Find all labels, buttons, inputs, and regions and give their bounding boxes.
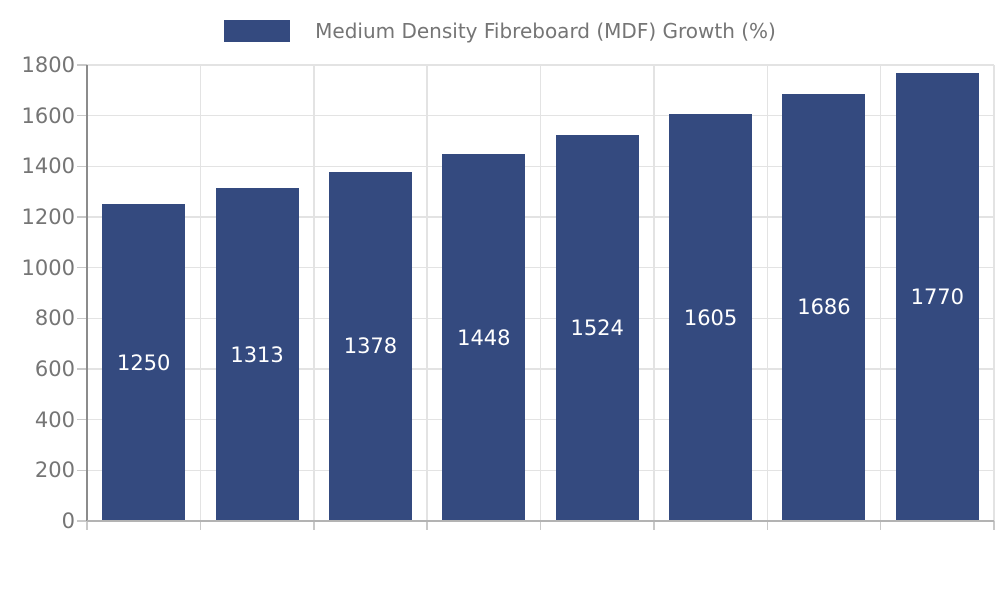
x-tick — [86, 521, 88, 530]
y-tick-label: 400 — [34, 407, 75, 432]
x-tick — [426, 521, 428, 530]
bar-value-label: 1378 — [343, 334, 398, 359]
y-tick — [77, 165, 87, 168]
bar — [555, 134, 639, 521]
gridline-vertical — [766, 65, 768, 521]
x-tick — [199, 521, 202, 530]
bar — [669, 114, 753, 521]
y-tick — [77, 216, 87, 218]
x-tick — [766, 521, 768, 530]
y-axis-line — [86, 65, 88, 521]
gridline-vertical — [653, 65, 655, 521]
bar-value-label: 1313 — [230, 342, 284, 367]
x-tick — [313, 521, 315, 530]
gridline-vertical — [313, 65, 315, 521]
x-axis-line — [87, 520, 994, 522]
bar-value-label: 1524 — [570, 315, 624, 340]
legend: Medium Density Fibreboard (MDF) Growth (… — [0, 19, 1000, 43]
bar-value-label: 1770 — [910, 284, 965, 309]
y-tick — [77, 520, 87, 522]
bar — [895, 72, 979, 521]
y-tick-label: 800 — [34, 306, 75, 331]
gridline-vertical — [993, 65, 995, 521]
gridline-vertical — [426, 65, 428, 521]
bar — [442, 154, 526, 521]
y-tick-label: 1600 — [21, 103, 75, 128]
legend-swatch — [224, 20, 291, 42]
bar-value-label: 1250 — [116, 350, 171, 375]
y-tick-label: 0 — [61, 509, 75, 533]
bar-value-label: 1448 — [457, 325, 511, 350]
bar — [328, 171, 412, 521]
y-tick-label: 200 — [34, 458, 75, 483]
y-tick-label: 1400 — [21, 154, 75, 179]
y-tick — [77, 266, 87, 269]
y-tick — [77, 317, 87, 320]
gridline-vertical — [879, 65, 882, 521]
y-tick-label: 1200 — [21, 205, 75, 229]
y-tick-label: 1800 — [21, 53, 75, 77]
y-tick — [77, 368, 87, 370]
bar — [102, 204, 186, 521]
bar — [782, 93, 866, 521]
x-tick — [653, 521, 655, 530]
y-tick — [77, 64, 87, 66]
bar — [215, 188, 299, 521]
gridline-vertical — [199, 65, 202, 521]
x-tick — [539, 521, 542, 530]
legend-label: Medium Density Fibreboard (MDF) Growth (… — [315, 19, 776, 43]
bar-value-label: 1605 — [683, 305, 738, 330]
x-tick — [993, 521, 995, 530]
bar-value-label: 1686 — [797, 295, 851, 320]
y-tick — [77, 114, 87, 117]
y-tick — [77, 469, 87, 472]
gridline-vertical — [539, 65, 542, 521]
y-tick-label: 600 — [34, 357, 75, 381]
y-tick — [77, 418, 87, 421]
x-tick — [879, 521, 882, 530]
y-tick-label: 1000 — [21, 255, 75, 280]
